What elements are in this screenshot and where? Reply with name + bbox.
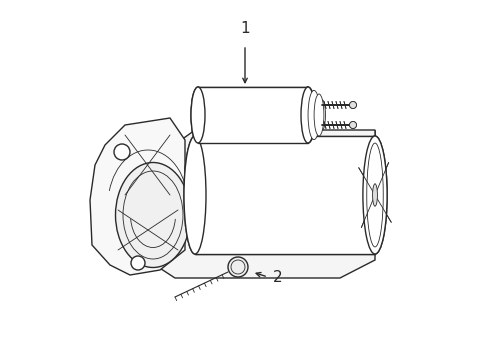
Ellipse shape bbox=[318, 100, 325, 130]
Polygon shape bbox=[195, 136, 374, 254]
Ellipse shape bbox=[183, 136, 205, 254]
Ellipse shape bbox=[301, 89, 314, 141]
Polygon shape bbox=[150, 130, 374, 278]
Circle shape bbox=[131, 256, 145, 270]
Ellipse shape bbox=[227, 257, 247, 277]
Ellipse shape bbox=[362, 136, 386, 254]
Ellipse shape bbox=[183, 136, 205, 254]
Ellipse shape bbox=[191, 87, 204, 143]
Text: 2: 2 bbox=[273, 270, 282, 284]
Polygon shape bbox=[198, 87, 307, 143]
Ellipse shape bbox=[115, 162, 190, 267]
Ellipse shape bbox=[301, 87, 314, 143]
Polygon shape bbox=[195, 136, 374, 254]
Ellipse shape bbox=[372, 184, 377, 206]
Ellipse shape bbox=[300, 87, 315, 143]
Ellipse shape bbox=[310, 95, 320, 135]
Ellipse shape bbox=[349, 122, 356, 129]
Text: 1: 1 bbox=[240, 21, 249, 36]
Ellipse shape bbox=[349, 102, 356, 108]
Ellipse shape bbox=[313, 94, 323, 136]
Ellipse shape bbox=[307, 90, 319, 140]
Ellipse shape bbox=[349, 102, 356, 108]
Ellipse shape bbox=[366, 143, 383, 247]
Polygon shape bbox=[198, 87, 307, 143]
Ellipse shape bbox=[362, 136, 386, 254]
Ellipse shape bbox=[372, 184, 377, 206]
Polygon shape bbox=[90, 118, 184, 275]
Ellipse shape bbox=[191, 87, 204, 143]
Ellipse shape bbox=[349, 122, 356, 129]
Circle shape bbox=[114, 144, 130, 160]
Ellipse shape bbox=[366, 143, 383, 247]
